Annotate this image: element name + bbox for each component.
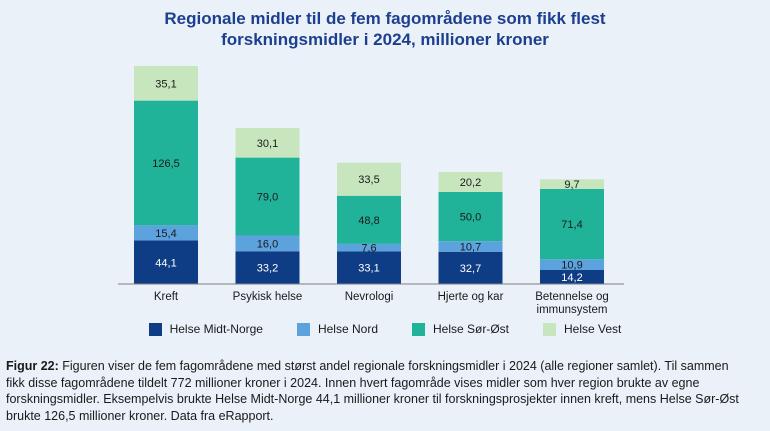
bar-segment — [134, 240, 198, 284]
data-label: 20,2 — [460, 177, 481, 189]
legend-swatch — [412, 322, 425, 336]
stacked-bar-chart: 44,1 15,4 126,5 35,1 33,2 16,0 79,0 30,1 33,1 7,6… — [118, 66, 624, 316]
data-label: 9,7 — [564, 179, 579, 191]
bar-segment — [337, 243, 401, 252]
x-tick-label: Nevrologi — [345, 291, 394, 303]
legend-label: Helse Nord — [317, 322, 378, 336]
data-label: 10,9 — [561, 260, 582, 272]
legend-item-helse-vest: Helse Vest — [543, 322, 621, 336]
bar-segment — [540, 259, 604, 270]
data-label: 10,7 — [460, 241, 481, 253]
data-label: 33,5 — [358, 174, 379, 186]
chart-title-line-2: forskningsmidler i 2024, millioner krone… — [221, 30, 549, 49]
bar-segment — [438, 191, 503, 242]
legend-item-helse-midt-norge: Helse Midt-Norge — [148, 322, 263, 336]
data-label: 50,0 — [460, 212, 481, 224]
legend-label: Helse Sør-Øst — [433, 322, 510, 336]
legend-label: Helse Vest — [564, 322, 622, 336]
data-label: 126,5 — [152, 158, 180, 170]
data-label: 7,6 — [361, 243, 376, 255]
bar-segment — [337, 195, 401, 244]
figure-label: Figur 22: — [6, 359, 59, 373]
bar-segment — [235, 251, 300, 284]
bar-segment — [235, 235, 300, 252]
data-label: 14,2 — [561, 272, 582, 284]
chart-title-line-1: Regionale midler til de fem fagområdene … — [164, 9, 606, 28]
data-label: 48,8 — [358, 215, 379, 227]
x-tick-label: Betennelse og immunsystem — [535, 291, 609, 316]
data-label: 15,4 — [155, 228, 176, 240]
data-label: 44,1 — [155, 257, 176, 269]
bar-segment — [540, 269, 604, 284]
bar-group: 44,1 15,4 126,5 35,1 33,2 16,0 79,0 30,1 33,1 7,6… — [134, 66, 604, 284]
bar-segment — [235, 157, 300, 236]
x-tick-label: Kreft — [154, 291, 179, 303]
data-label: 33,2 — [257, 263, 278, 275]
x-tick-label: Hjerte og kar — [438, 291, 504, 303]
data-label: 71,4 — [561, 219, 582, 231]
chart-title: Regionale midler til de fem fagområdene … — [0, 8, 770, 50]
bar-segment — [337, 251, 401, 284]
data-label: 33,1 — [358, 263, 379, 275]
legend-swatch — [296, 322, 310, 336]
figure-caption: Figur 22: Figuren viser de fem fagområde… — [6, 358, 746, 424]
data-label: 16,0 — [257, 238, 278, 250]
data-label: 30,1 — [257, 138, 278, 150]
bar-segment — [134, 66, 198, 101]
data-label: 32,7 — [460, 263, 481, 275]
bar-segment — [438, 171, 503, 192]
bar-segment — [540, 188, 604, 260]
legend-label: Helse Midt-Norge — [169, 322, 263, 336]
bar-segment — [134, 225, 198, 241]
legend: Helse Midt-Norge Helse Nord Helse Sør-Øs… — [0, 322, 770, 336]
x-tick-label: Psykisk helse — [233, 291, 303, 303]
x-tick-labels: Kreft Psykisk helse Nevrologi Hjerte og kar… — [154, 291, 609, 316]
figure-caption-text: Figuren viser de fem fagområdene med stø… — [6, 359, 739, 423]
data-label: 79,0 — [257, 192, 278, 204]
bar-segment — [540, 179, 604, 189]
legend-swatch — [148, 322, 162, 336]
data-label: 35,1 — [155, 78, 176, 90]
bar-segment — [235, 127, 300, 158]
bar-segment — [134, 100, 198, 226]
bar-segment — [438, 241, 503, 252]
bar-segment — [337, 162, 401, 196]
legend-item-helse-sor-ost: Helse Sør-Øst — [412, 322, 509, 336]
bar-segment — [438, 251, 503, 284]
legend-item-helse-nord: Helse Nord — [296, 322, 378, 336]
legend-swatch — [543, 322, 557, 336]
